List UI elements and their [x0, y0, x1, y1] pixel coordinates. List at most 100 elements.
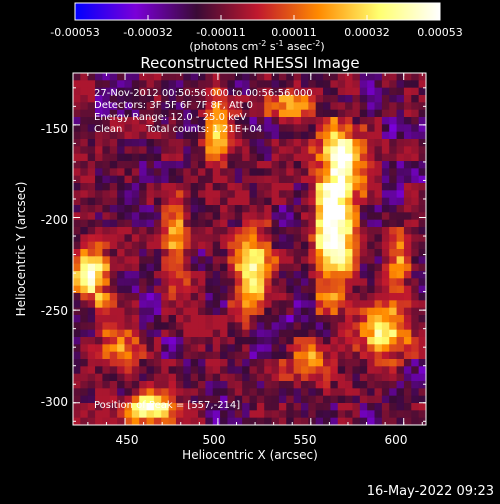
heatmap-cell: [271, 373, 280, 382]
colorbar: -0.00053 -0.00032 -0.00011 0.00011 0.000…: [50, 2, 463, 53]
heatmap-cell: [381, 293, 390, 301]
heatmap-cell: [227, 241, 236, 250]
heatmap-cell: [212, 190, 221, 199]
heatmap-cell: [131, 344, 140, 353]
heatmap-cell: [256, 124, 265, 133]
heatmap-cell: [352, 395, 361, 404]
heatmap-cell: [256, 315, 265, 323]
heatmap-cell: [190, 95, 199, 103]
heatmap-cell: [73, 315, 81, 323]
heatmap-cell: [396, 80, 405, 89]
heatmap-cell: [352, 300, 361, 309]
heatmap-cell: [190, 381, 199, 389]
heatmap-cell: [411, 337, 420, 345]
heatmap-cell: [403, 131, 412, 140]
heatmap-cell: [117, 359, 125, 367]
heatmap-cell: [183, 212, 192, 221]
heatmap-cell: [352, 315, 361, 323]
heatmap-cell: [146, 395, 155, 404]
heatmap-cell: [227, 95, 236, 103]
heatmap-cell: [264, 249, 272, 257]
heatmap-cell: [139, 278, 147, 287]
heatmap-cell: [249, 212, 258, 221]
heatmap-cell: [330, 80, 339, 89]
heatmap-cell: [278, 234, 287, 243]
heatmap-cell: [381, 234, 390, 243]
heatmap-cell: [102, 410, 111, 419]
heatmap-cell: [352, 234, 361, 243]
heatmap-cell: [323, 322, 331, 331]
heatmap-cell: [396, 117, 405, 125]
heatmap-cell: [264, 351, 272, 360]
heatmap-cell: [256, 307, 265, 316]
heatmap-cell: [220, 263, 228, 272]
heatmap-cell: [220, 329, 228, 338]
heatmap-cell: [411, 95, 420, 103]
heatmap-cell: [389, 131, 397, 140]
heatmap-cell: [418, 351, 427, 360]
y-tick-labels: -150 -200 -250 -300: [41, 122, 68, 409]
heatmap-cell: [234, 359, 243, 367]
heatmap-cell: [80, 117, 89, 125]
heatmap-cell: [271, 146, 280, 155]
heatmap-cell: [418, 205, 427, 213]
heatmap-cell: [381, 337, 390, 345]
heatmap-cell: [249, 109, 258, 118]
heatmap-cell: [102, 95, 111, 103]
heatmap-cell: [323, 87, 331, 96]
heatmap-cell: [374, 95, 383, 103]
heatmap-cell: [117, 395, 125, 404]
heatmap-cell: [411, 102, 420, 111]
heatmap-cell: [293, 249, 302, 257]
heatmap-cell: [396, 249, 405, 257]
heatmap-cell: [80, 300, 89, 309]
heatmap-cell: [315, 212, 324, 221]
heatmap-cell: [381, 190, 390, 199]
heatmap-cell: [337, 73, 346, 81]
heatmap-cell: [95, 131, 103, 140]
heatmap-cell: [205, 351, 214, 360]
heatmap-cell: [300, 197, 309, 206]
heatmap-cell: [323, 337, 331, 345]
heatmap-cell: [198, 80, 206, 89]
heatmap-cell: [227, 329, 236, 338]
heatmap-cell: [168, 381, 177, 389]
heatmap-cell: [139, 241, 147, 250]
heatmap-cell: [227, 322, 236, 331]
heatmap-cell: [389, 190, 397, 199]
heatmap-cell: [345, 307, 353, 316]
heatmap-cell: [389, 351, 397, 360]
x-tick-labels: 450 500 550 600: [116, 433, 408, 447]
heatmap-cell: [308, 315, 317, 323]
heatmap-cell: [242, 271, 250, 279]
heatmap-cell: [109, 205, 118, 213]
heatmap-cell: [403, 381, 412, 389]
annotation-energy: Energy Range: 12.0 - 25.0 keV: [94, 112, 247, 123]
heatmap-cell: [212, 388, 221, 397]
heatmap-cell: [323, 403, 331, 411]
heatmap-cell: [227, 293, 236, 301]
heatmap-cell: [139, 307, 147, 316]
heatmap-cell: [403, 102, 412, 111]
heatmap-cell: [227, 117, 236, 125]
heatmap-cell: [212, 197, 221, 206]
heatmap-cell: [131, 117, 140, 125]
heatmap-cell: [278, 80, 287, 89]
heatmap-cell: [367, 117, 375, 125]
heatmap-cell: [264, 359, 272, 367]
heatmap-cell: [286, 403, 295, 411]
heatmap-cell: [396, 263, 405, 272]
heatmap-cell: [168, 359, 177, 367]
heatmap-cell: [315, 351, 324, 360]
heatmap-cell: [330, 124, 339, 133]
heatmap-cell: [278, 131, 287, 140]
heatmap-cell: [300, 417, 309, 426]
heatmap-cell: [205, 271, 214, 279]
heatmap-cell: [161, 168, 169, 177]
heatmap-cell: [256, 212, 265, 221]
heatmap-cell: [411, 117, 420, 125]
heatmap-cell: [117, 131, 125, 140]
heatmap-cell: [175, 307, 184, 316]
heatmap-cell: [220, 175, 228, 184]
heatmap-cell: [271, 241, 280, 250]
